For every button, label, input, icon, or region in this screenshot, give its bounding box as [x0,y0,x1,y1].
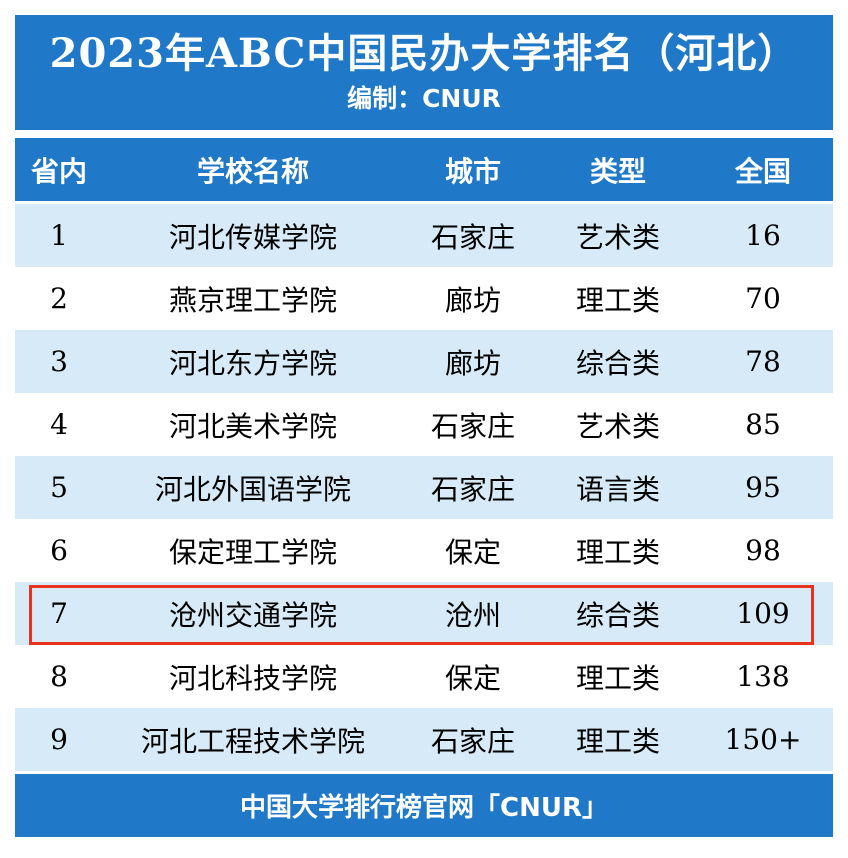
cell-type: 理工类 [543,519,693,582]
cell-school-name: 河北工程技术学院 [103,708,403,771]
cell-rank: 6 [15,519,103,582]
cell-rank: 1 [15,201,103,267]
table-row: 8 河北科技学院 保定 理工类 138 [15,645,833,708]
cell-type: 综合类 [543,330,693,393]
cell-city: 廊坊 [403,267,543,330]
cell-national-rank: 109 [693,582,833,645]
cell-school-name: 河北外国语学院 [103,456,403,519]
column-header-national-rank: 全国 [693,138,833,203]
ranking-card: 2023年ABC中国民办大学排名（河北） 编制：CNUR 省内 学校名称 城市 … [15,15,833,837]
cell-school-name: 保定理工学院 [103,519,403,582]
cell-national-rank: 150+ [693,708,833,771]
cell-type: 理工类 [543,708,693,771]
cell-city: 石家庄 [403,201,543,267]
cell-school-name: 沧州交通学院 [103,582,403,645]
footer-banner: 中国大学排行榜官网「CNUR」 [15,774,833,837]
cell-national-rank: 85 [693,393,833,456]
cell-school-name: 燕京理工学院 [103,267,403,330]
cell-city: 石家庄 [403,456,543,519]
cell-type: 综合类 [543,582,693,645]
cell-rank: 4 [15,393,103,456]
page-subtitle: 编制：CNUR [347,83,501,113]
cell-rank: 8 [15,645,103,708]
cell-city: 保定 [403,519,543,582]
column-header-type: 类型 [543,138,693,203]
cell-school-name: 河北科技学院 [103,645,403,708]
cell-city: 沧州 [403,582,543,645]
cell-rank: 2 [15,267,103,330]
cell-school-name: 河北传媒学院 [103,201,403,267]
table-row: 4 河北美术学院 石家庄 艺术类 85 [15,393,833,456]
cell-rank: 7 [15,582,103,645]
cell-city: 石家庄 [403,708,543,771]
table-header-row: 省内 学校名称 城市 类型 全国 [15,138,833,203]
column-header-school-name: 学校名称 [103,138,403,203]
page-title: 2023年ABC中国民办大学排名（河北） [49,29,799,77]
table-row: 6 保定理工学院 保定 理工类 98 [15,519,833,582]
table-row-highlighted: 7 沧州交通学院 沧州 综合类 109 [15,582,833,645]
cell-school-name: 河北美术学院 [103,393,403,456]
cell-type: 语言类 [543,456,693,519]
column-header-city: 城市 [403,138,543,203]
cell-city: 石家庄 [403,393,543,456]
cell-national-rank: 70 [693,267,833,330]
table-row: 5 河北外国语学院 石家庄 语言类 95 [15,456,833,519]
table-row: 3 河北东方学院 廊坊 综合类 78 [15,330,833,393]
cell-national-rank: 95 [693,456,833,519]
cell-national-rank: 16 [693,201,833,267]
cell-rank: 5 [15,456,103,519]
cell-type: 艺术类 [543,201,693,267]
cell-rank: 3 [15,330,103,393]
cell-rank: 9 [15,708,103,771]
cell-type: 艺术类 [543,393,693,456]
cell-type: 理工类 [543,645,693,708]
column-header-province-rank: 省内 [15,138,103,203]
cell-city: 廊坊 [403,330,543,393]
cell-national-rank: 138 [693,645,833,708]
cell-national-rank: 78 [693,330,833,393]
table-row: 2 燕京理工学院 廊坊 理工类 70 [15,267,833,330]
cell-school-name: 河北东方学院 [103,330,403,393]
cell-city: 保定 [403,645,543,708]
title-banner: 2023年ABC中国民办大学排名（河北） 编制：CNUR [15,15,833,130]
ranking-table: 省内 学校名称 城市 类型 全国 1 河北传媒学院 石家庄 艺术类 16 2 燕… [15,138,833,771]
table-row: 1 河北传媒学院 石家庄 艺术类 16 [15,201,833,267]
cell-national-rank: 98 [693,519,833,582]
cell-type: 理工类 [543,267,693,330]
divider [15,130,833,138]
table-row: 9 河北工程技术学院 石家庄 理工类 150+ [15,708,833,771]
